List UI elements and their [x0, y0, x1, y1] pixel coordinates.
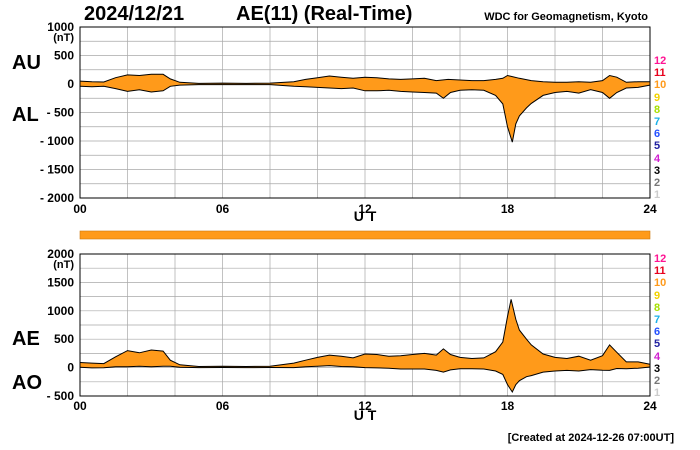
al-label: AL: [12, 104, 39, 126]
x-tick-label: 06: [216, 202, 230, 216]
y-tick-label: - 2000: [40, 191, 74, 205]
al-series-line: [79, 84, 651, 143]
legend-item: 5: [654, 140, 661, 153]
legend-item: 6: [654, 326, 661, 339]
x-tick-label: 18: [501, 202, 515, 216]
station-count-legend-bottom: 12 11 10 9 8 7 6 5 4 3 2 1: [654, 253, 674, 399]
legend-item: 10: [654, 79, 667, 92]
y-tick-label: - 1000: [40, 134, 74, 148]
ao-series-line: [79, 365, 651, 394]
x-tick-label: 00: [73, 399, 87, 413]
y-tick-label: 1000: [47, 304, 74, 318]
legend-item: 1: [654, 189, 661, 202]
legend-item: 9: [654, 289, 661, 302]
y-tick-label: - 500: [47, 106, 75, 120]
legend-item: 11: [654, 67, 666, 80]
legend-item: 6: [654, 128, 661, 141]
ae-series-line: [79, 299, 651, 368]
x-tick-label: 24: [643, 202, 657, 216]
legend-item: 4: [654, 350, 661, 363]
top-plot-frame: [79, 26, 651, 199]
legend-item: 8: [654, 103, 661, 116]
legend-item: 12: [654, 55, 667, 67]
au-label: AU: [12, 52, 41, 74]
ae-label: AE: [12, 328, 40, 350]
legend-item: 7: [654, 313, 661, 326]
legend-item: 4: [654, 152, 661, 165]
x-tick-label: 12: [358, 202, 372, 216]
plot-date: 2024/12/21: [84, 3, 185, 25]
legend-item: 8: [654, 301, 661, 314]
legend-item: 9: [654, 91, 661, 104]
station-coverage-bar: [79, 230, 651, 240]
bottom-plot-frame: [79, 253, 651, 397]
legend-item: 3: [654, 164, 661, 177]
au-series-line: [79, 73, 650, 84]
data-source: WDC for Geomagnetism, Kyoto: [484, 11, 648, 23]
x-tick-label: 24: [643, 399, 657, 413]
y-tick-label: 500: [54, 332, 74, 346]
y-tick-label: 2000: [47, 247, 74, 261]
legend-item: 5: [654, 338, 661, 351]
legend-item: 10: [654, 277, 667, 290]
x-tick-label: 18: [501, 399, 515, 413]
y-tick-label: 0: [67, 77, 74, 91]
legend-item: 1: [654, 387, 661, 400]
x-tick-label: 12: [358, 399, 372, 413]
legend-item: 2: [654, 374, 661, 387]
legend-item: 11: [654, 265, 666, 278]
y-tick-label: 1500: [47, 275, 74, 289]
bottom-band-fill: [80, 299, 650, 392]
x-tick-label: 00: [73, 202, 87, 216]
x-axis-title: U T: [354, 208, 377, 224]
legend-item: 7: [654, 115, 661, 128]
ao-label: AO: [12, 372, 42, 394]
index-title: AE(11) (Real-Time): [236, 3, 413, 25]
legend-item: 3: [654, 362, 661, 375]
legend-item: 2: [654, 176, 661, 189]
y-unit-label: (nT): [53, 32, 74, 44]
station-count-legend-top: 12 11 10 9 8 7 6 5 4 3 2 1: [654, 55, 674, 201]
x-axis-title: U T: [354, 407, 377, 423]
x-tick-label: 06: [216, 399, 230, 413]
y-tick-label: - 1500: [40, 163, 74, 177]
y-tick-label: 500: [54, 49, 74, 63]
y-tick-label: 0: [67, 361, 74, 375]
y-tick-label: 1000: [47, 20, 74, 34]
y-unit-label: (nT): [53, 259, 74, 271]
created-timestamp: [Created at 2024-12-26 07:00UT]: [507, 432, 674, 444]
legend-item: 12: [654, 253, 667, 265]
y-tick-label: - 500: [47, 389, 75, 403]
